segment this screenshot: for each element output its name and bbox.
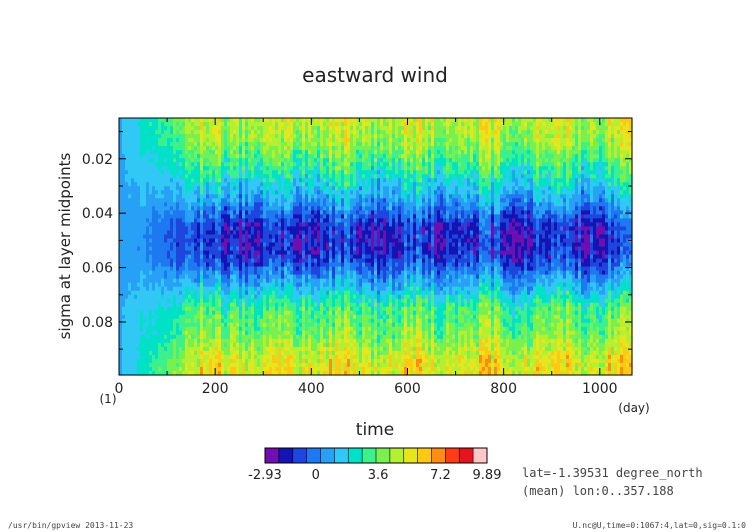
y-axis: 0.02 0.04 0.06 0.08 (82, 131, 632, 350)
colorbar-tick-label: -2.93 (248, 468, 282, 483)
colorbar-swatch (278, 448, 294, 463)
colorbar: -2.93 0 3.6 7.2 9.89 (248, 447, 502, 483)
y-axis-label: sigma at layer midpoints (56, 152, 74, 339)
x-tick-label: 1000 (582, 381, 618, 397)
colorbar-swatch (431, 448, 446, 463)
colorbar-swatch (473, 448, 488, 463)
x-tick-label: 200 (202, 381, 229, 397)
x-axis-label: time (356, 420, 394, 440)
footer-left: /usr/bin/gpview 2013-11-23 (8, 521, 133, 530)
colorbar-swatch (292, 448, 307, 463)
colorbar-swatch (459, 448, 474, 463)
footer-right: U.nc@U,time=0:1067:4,lat=0,sig=0.1:0 (573, 521, 747, 530)
chart-title: eastward wind (302, 63, 448, 87)
heatmap-field (119, 118, 633, 376)
colorbar-swatch (334, 448, 349, 463)
colorbar-swatch (265, 448, 280, 463)
colorbar-swatch (306, 448, 321, 463)
lat-annotation: lat=-1.39531 degree_north (522, 466, 703, 480)
colorbar-tick-label: 0 (312, 468, 320, 483)
x-tick-label: 600 (394, 381, 421, 397)
colorbar-swatch (417, 448, 432, 463)
x-tick-label: 800 (490, 381, 517, 397)
x-tick-label: 0 (115, 381, 124, 397)
y-tick-label: 0.06 (82, 261, 113, 277)
x-unit-label: (day) (618, 401, 649, 415)
y-tick-label: 0.08 (82, 315, 113, 331)
colorbar-swatch (348, 448, 363, 463)
colorbar-swatch (362, 448, 377, 463)
colorbar-tick-label: 3.6 (368, 468, 389, 483)
y-tick-label: 0.02 (82, 152, 113, 168)
x-axis: 0 200 400 600 800 1000 (115, 118, 618, 397)
colorbar-tick-label: 7.2 (430, 468, 451, 483)
colorbar-swatch (320, 448, 335, 463)
colorbar-swatch (389, 448, 405, 463)
mean-annotation: (mean) lon:0..357.188 (522, 484, 674, 498)
y-tick-label: 0.04 (82, 206, 113, 222)
plot-frame (118, 117, 633, 376)
x-tick-label: 400 (298, 381, 325, 397)
colorbar-swatch (445, 448, 460, 463)
colorbar-swatch (376, 448, 391, 463)
colorbar-tick-label: 9.89 (473, 468, 502, 483)
colorbar-swatch (403, 448, 418, 463)
y-unit-label: (1) (100, 392, 117, 406)
